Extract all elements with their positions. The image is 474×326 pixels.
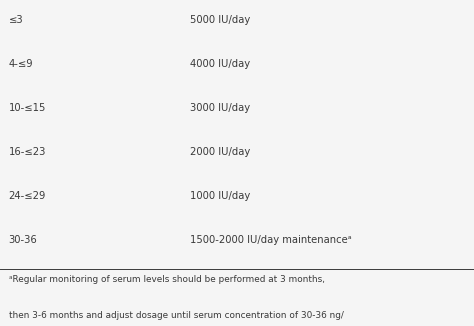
Text: 10-≤15: 10-≤15 — [9, 103, 46, 113]
Text: 5000 IU/day: 5000 IU/day — [190, 15, 250, 25]
Text: ᵃRegular monitoring of serum levels should be performed at 3 months,: ᵃRegular monitoring of serum levels shou… — [9, 275, 325, 285]
Text: ≤3: ≤3 — [9, 15, 23, 25]
Text: 4-≤9: 4-≤9 — [9, 59, 33, 69]
Text: 3000 IU/day: 3000 IU/day — [190, 103, 250, 113]
Text: 24-≤29: 24-≤29 — [9, 191, 46, 201]
Text: 30-36: 30-36 — [9, 235, 37, 245]
Text: 1500-2000 IU/day maintenanceᵃ: 1500-2000 IU/day maintenanceᵃ — [190, 235, 351, 245]
Text: then 3-6 months and adjust dosage until serum concentration of 30-36 ng/: then 3-6 months and adjust dosage until … — [9, 311, 343, 320]
Text: 4000 IU/day: 4000 IU/day — [190, 59, 250, 69]
Text: 2000 IU/day: 2000 IU/day — [190, 147, 250, 157]
Text: 16-≤23: 16-≤23 — [9, 147, 46, 157]
Text: 1000 IU/day: 1000 IU/day — [190, 191, 250, 201]
